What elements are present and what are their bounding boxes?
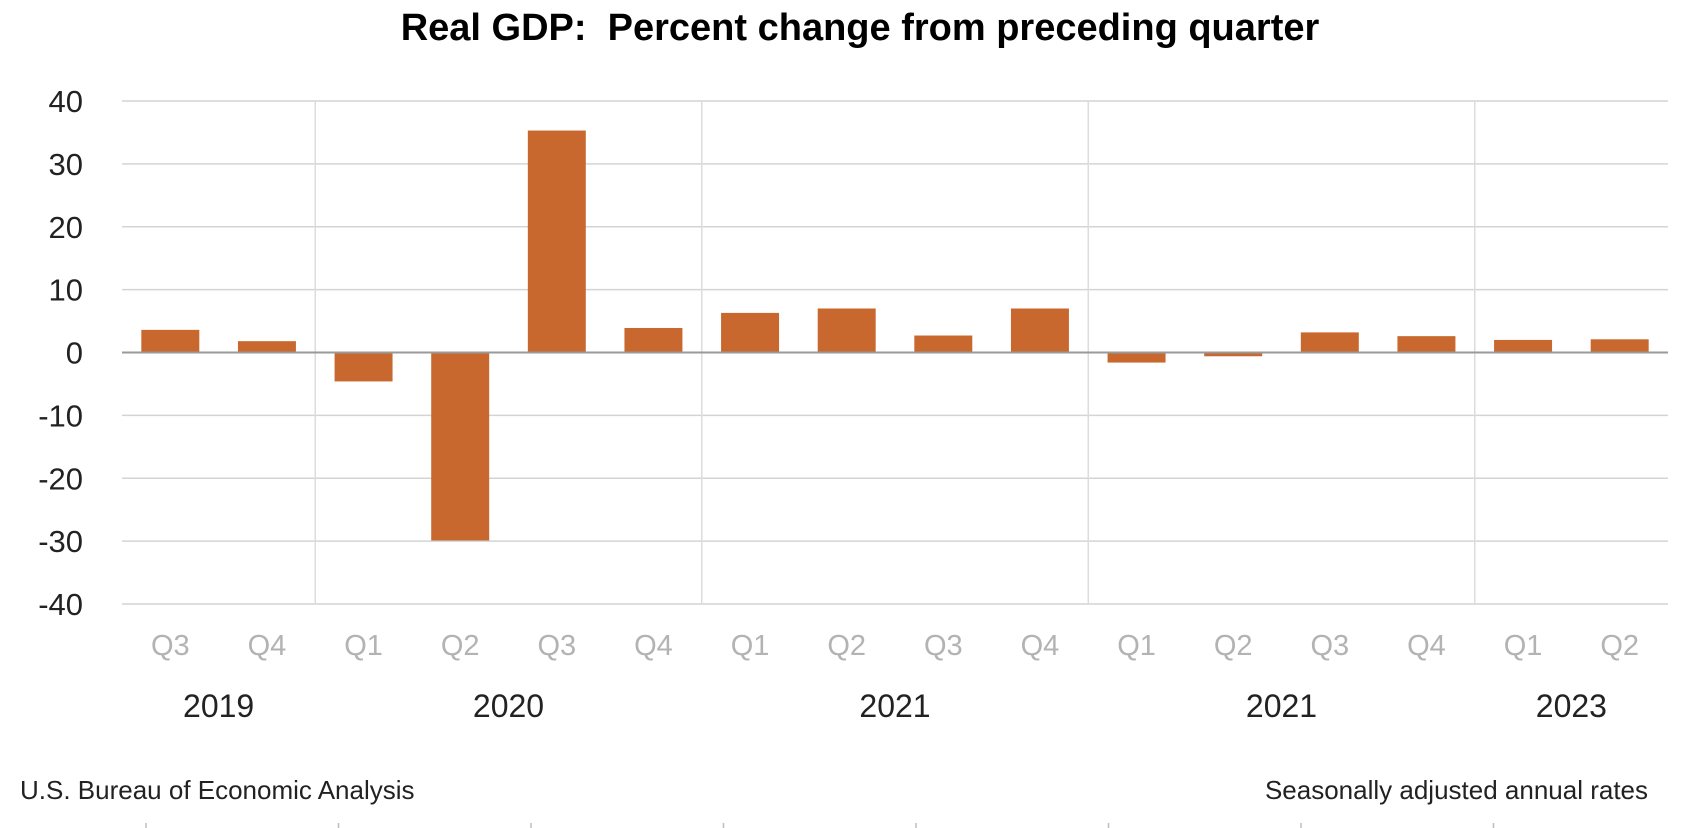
x-tick-label: Q3 <box>537 630 576 662</box>
bar <box>1397 336 1456 353</box>
bar <box>817 308 876 353</box>
bar <box>1494 339 1553 353</box>
y-tick-label: 10 <box>49 273 83 308</box>
x-tick-label: Q3 <box>924 630 963 662</box>
bar <box>527 130 586 353</box>
x-tick-label: Q1 <box>344 630 383 662</box>
bar <box>914 335 973 353</box>
y-tick-label: -10 <box>38 398 83 433</box>
x-tick-label: Q1 <box>1504 630 1543 662</box>
bar <box>624 327 683 353</box>
y-tick-label: -40 <box>38 587 83 622</box>
bar <box>1107 352 1166 363</box>
y-tick-label: 0 <box>66 336 83 371</box>
x-tick-label: Q2 <box>1214 630 1253 662</box>
bars-layer <box>122 130 1668 541</box>
bar <box>431 352 490 541</box>
y-tick-label: 30 <box>49 147 83 182</box>
rates-note: Seasonally adjusted annual rates <box>1265 775 1648 805</box>
year-label: 2021 <box>1246 688 1317 724</box>
year-label: 2019 <box>183 688 254 724</box>
x-tick-label: Q4 <box>634 630 673 662</box>
x-tick-label: Q4 <box>1407 630 1446 662</box>
bar <box>141 329 200 353</box>
source-note: U.S. Bureau of Economic Analysis <box>20 775 415 805</box>
year-label: 2020 <box>473 688 544 724</box>
y-tick-label: -30 <box>38 524 83 559</box>
bar <box>1300 332 1359 353</box>
bar <box>1010 308 1069 353</box>
x-tick-label: Q3 <box>1310 630 1349 662</box>
y-tick-label: 20 <box>49 210 83 245</box>
chart-title: Real GDP: Percent change from preceding … <box>401 7 1320 49</box>
x-tick-label: Q1 <box>731 630 770 662</box>
y-tick-label: -20 <box>38 461 83 496</box>
x-tick-label: Q4 <box>248 630 287 662</box>
bar <box>1590 339 1649 353</box>
y-tick-label: 40 <box>49 84 83 119</box>
y-axis-ticks: 40 30 20 10 0 -10 -20 -30 -40 <box>38 84 83 622</box>
year-label: 2021 <box>859 688 930 724</box>
x-tick-label: Q4 <box>1021 630 1060 662</box>
x-tick-label: Q2 <box>1600 630 1639 662</box>
year-label: 2023 <box>1536 688 1607 724</box>
x-axis-ticks: Q3 Q4 Q1 Q2 Q3 Q4 Q1 Q2 Q3 Q4 Q1 Q2 Q3 Q4 Q1 Q2 <box>151 630 1639 662</box>
x-tick-label: Q1 <box>1117 630 1156 662</box>
bar <box>1204 352 1263 357</box>
bar <box>334 352 393 382</box>
bottom-tick-marks <box>145 823 1495 828</box>
bar <box>721 312 780 353</box>
year-labels: 2019 2020 2021 2021 2023 <box>183 688 1607 724</box>
x-tick-label: Q3 <box>151 630 190 662</box>
x-tick-label: Q2 <box>827 630 866 662</box>
bar <box>237 341 296 353</box>
x-tick-label: Q2 <box>441 630 480 662</box>
